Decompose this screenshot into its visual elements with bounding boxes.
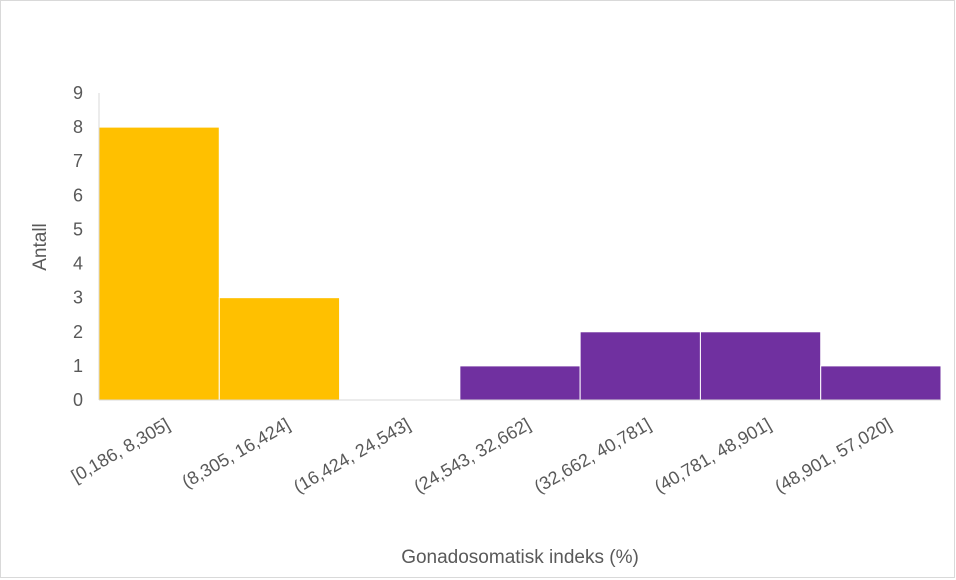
x-tick-label: (48,901, 57,020] <box>771 414 895 497</box>
y-tick-label: 1 <box>73 356 83 376</box>
y-tick-label: 8 <box>73 117 83 137</box>
bar-4 <box>579 331 701 401</box>
y-tick-label: 0 <box>73 390 83 410</box>
y-tick-label: 7 <box>73 151 83 171</box>
y-tick-label: 4 <box>73 254 83 274</box>
y-tick-label: 9 <box>73 83 83 103</box>
bar-3 <box>459 365 581 401</box>
x-tick-label: (16,424, 24,543] <box>290 414 414 497</box>
y-tick-label: 5 <box>73 219 83 239</box>
x-tick-label: (40,781, 48,901] <box>651 414 775 497</box>
y-tick-label: 2 <box>73 322 83 342</box>
y-tick-labels: 0 1 2 3 4 5 6 7 8 9 <box>73 83 83 410</box>
bar-6 <box>820 365 942 401</box>
y-tick-label: 3 <box>73 288 83 308</box>
bar-1 <box>218 297 341 401</box>
y-tick-label: 6 <box>73 185 83 205</box>
x-axis-title: Gonadosomatisk indeks (%) <box>401 547 639 568</box>
x-tick-label: [0,186, 8,305] <box>68 414 173 486</box>
y-axis-title: Antall <box>30 223 51 271</box>
x-tick-labels: [0,186, 8,305] (8,305, 16,424](16,424, 24… <box>68 414 895 497</box>
bar-5 <box>699 331 822 401</box>
x-tick-label: (32,662, 40,781] <box>531 414 655 497</box>
bars-layer <box>98 126 942 401</box>
bar-0 <box>98 126 220 401</box>
x-tick-label: (24,543, 32,662] <box>410 414 534 497</box>
x-tick-label: (8,305, 16,424] <box>179 414 294 492</box>
